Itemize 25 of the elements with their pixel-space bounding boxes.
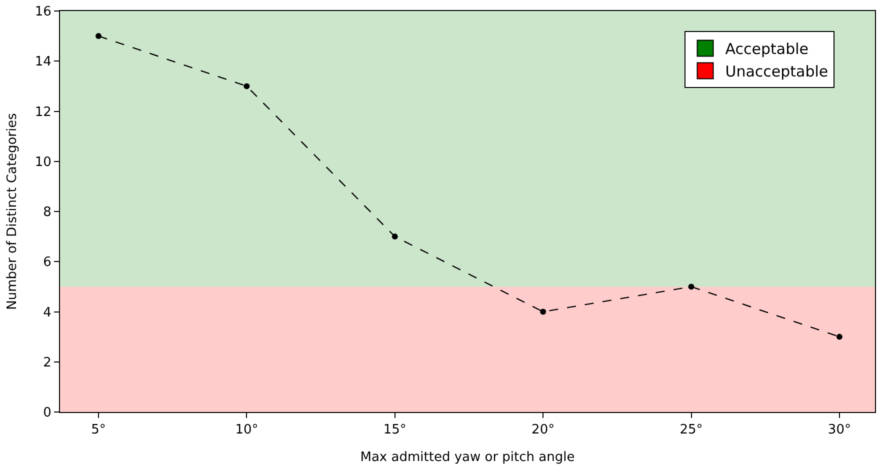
y-tick-label: 2 bbox=[43, 355, 52, 370]
x-tick-label: 15° bbox=[383, 422, 406, 438]
point bbox=[688, 284, 694, 290]
y-tick-label: 6 bbox=[43, 255, 52, 270]
band-label: Acceptable bbox=[725, 40, 808, 58]
point bbox=[392, 234, 398, 240]
y-tick-label: 16 bbox=[34, 4, 52, 20]
x-tick-label: 5° bbox=[91, 422, 106, 438]
point bbox=[836, 334, 842, 340]
y-axis-title: Number of Distinct Categories bbox=[4, 112, 20, 310]
x-tick-label: 20° bbox=[532, 422, 555, 438]
y-tick-label: 10 bbox=[34, 154, 52, 170]
x-tick-label: 10° bbox=[235, 422, 258, 438]
x-tick-label: 30° bbox=[828, 422, 851, 438]
point bbox=[244, 83, 250, 90]
y-tick-label: 12 bbox=[34, 104, 52, 120]
x-tick-label: 25° bbox=[680, 422, 703, 438]
y-tick-label: 0 bbox=[43, 406, 52, 421]
y-tick-label: 14 bbox=[34, 54, 52, 70]
x-axis-title: Max admitted yaw or pitch angle bbox=[360, 450, 575, 466]
y-tick-label: 8 bbox=[43, 205, 52, 220]
legend-label: Unacceptable bbox=[725, 62, 828, 81]
point bbox=[540, 308, 546, 315]
point bbox=[96, 33, 102, 40]
y-tick-label: 4 bbox=[43, 305, 52, 320]
